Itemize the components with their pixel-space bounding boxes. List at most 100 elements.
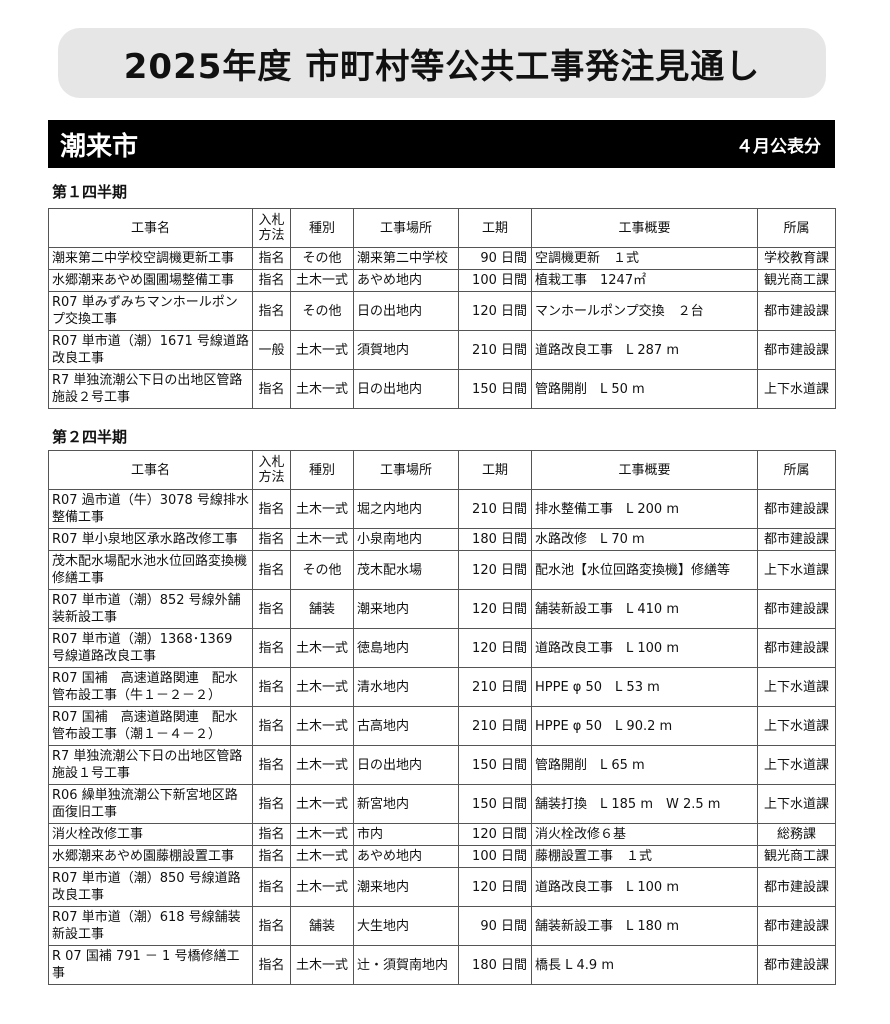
cell-summary: 空調機更新 １式 bbox=[531, 247, 758, 270]
header-location: 工事場所 bbox=[353, 450, 459, 490]
cell-period: 100 日間 bbox=[458, 269, 532, 292]
cell-category: 土木一式 bbox=[290, 784, 354, 824]
cell-period: 210 日間 bbox=[458, 489, 532, 529]
cell-location: あやめ地内 bbox=[353, 845, 459, 868]
cell-bid-method: 指名 bbox=[252, 528, 291, 551]
cell-summary: 排水整備工事 L 200 m bbox=[531, 489, 758, 529]
table-row: 茂木配水場配水池水位回路変換機修繕工事 指名 その他 茂木配水場 120 日間 配水池【水… bbox=[48, 550, 836, 590]
cell-category: 土木一式 bbox=[290, 845, 354, 868]
cell-category: 舗装 bbox=[290, 906, 354, 946]
cell-name: R07 単市道（潮）852 号線外舗装新設工事 bbox=[48, 589, 253, 629]
cell-bid-method: 指名 bbox=[252, 269, 291, 292]
cell-period: 150 日間 bbox=[458, 745, 532, 785]
table-row: R06 繰単独流潮公下新宮地区路面復旧工事 指名 土木一式 新宮地内 150 日間 舗装打… bbox=[48, 784, 836, 824]
cell-bid-method: 指名 bbox=[252, 550, 291, 590]
cell-period: 120 日間 bbox=[458, 628, 532, 668]
cell-category: 土木一式 bbox=[290, 369, 354, 409]
cell-name: R07 過市道（牛）3078 号線排水整備工事 bbox=[48, 489, 253, 529]
cell-name: R07 国補 高速道路関連 配水管布設工事（潮１－４－２） bbox=[48, 706, 253, 746]
cell-summary: 植栽工事 1247㎡ bbox=[531, 269, 758, 292]
cell-name: 潮来第二中学校空調機更新工事 bbox=[48, 247, 253, 270]
cell-summary: 舗装新設工事 L 180 m bbox=[531, 906, 758, 946]
cell-period: 120 日間 bbox=[458, 291, 532, 331]
cell-department: 都市建設課 bbox=[757, 867, 836, 907]
header-period: 工期 bbox=[458, 208, 532, 248]
cell-department: 都市建設課 bbox=[757, 906, 836, 946]
table-row: R07 単市道（潮）850 号線道路改良工事 指名 土木一式 潮来地内 120 日間 道路… bbox=[48, 867, 836, 907]
cell-location: あやめ地内 bbox=[353, 269, 459, 292]
cell-name: R07 単市道（潮）850 号線道路改良工事 bbox=[48, 867, 253, 907]
cell-department: 上下水道課 bbox=[757, 369, 836, 409]
cell-bid-method: 指名 bbox=[252, 369, 291, 409]
cell-bid-method: 指名 bbox=[252, 628, 291, 668]
cell-name: R07 単小泉地区承水路改修工事 bbox=[48, 528, 253, 551]
cell-category: 土木一式 bbox=[290, 489, 354, 529]
cell-department: 上下水道課 bbox=[757, 784, 836, 824]
cell-department: 観光商工課 bbox=[757, 845, 836, 868]
cell-period: 150 日間 bbox=[458, 369, 532, 409]
cell-location: 清水地内 bbox=[353, 667, 459, 707]
cell-name: R07 単市道（潮）618 号線舗装新設工事 bbox=[48, 906, 253, 946]
cell-period: 120 日間 bbox=[458, 823, 532, 846]
cell-period: 90 日間 bbox=[458, 247, 532, 270]
cell-department: 学校教育課 bbox=[757, 247, 836, 270]
cell-bid-method: 指名 bbox=[252, 247, 291, 270]
cell-category: 土木一式 bbox=[290, 823, 354, 846]
table-row: 潮来第二中学校空調機更新工事 指名 その他 潮来第二中学校 90 日間 空調機更新 １式学… bbox=[48, 247, 836, 270]
cell-bid-method: 一般 bbox=[252, 330, 291, 370]
cell-summary: 舗装新設工事 L 410 m bbox=[531, 589, 758, 629]
cell-department: 上下水道課 bbox=[757, 706, 836, 746]
header-bid-method: 入札方法 bbox=[252, 208, 291, 248]
cell-department: 総務課 bbox=[757, 823, 836, 846]
cell-department: 都市建設課 bbox=[757, 528, 836, 551]
cell-bid-method: 指名 bbox=[252, 945, 291, 985]
published-label: ４月公表分 bbox=[736, 136, 821, 157]
cell-bid-method: 指名 bbox=[252, 867, 291, 907]
cell-category: その他 bbox=[290, 291, 354, 331]
cell-department: 都市建設課 bbox=[757, 330, 836, 370]
table-row: R07 単市道（潮）852 号線外舗装新設工事 指名 舗装 潮来地内 120 日間 舗装新… bbox=[48, 589, 836, 629]
cell-category: 土木一式 bbox=[290, 528, 354, 551]
cell-period: 180 日間 bbox=[458, 528, 532, 551]
cell-summary: 水路改修 L 70 m bbox=[531, 528, 758, 551]
cell-location: 潮来第二中学校 bbox=[353, 247, 459, 270]
cell-bid-method: 指名 bbox=[252, 906, 291, 946]
cell-summary: 藤棚設置工事 １式 bbox=[531, 845, 758, 868]
cell-category: 土木一式 bbox=[290, 269, 354, 292]
cell-location: 潮来地内 bbox=[353, 867, 459, 907]
cell-name: R7 単独流潮公下日の出地区管路施設２号工事 bbox=[48, 369, 253, 409]
cell-name: 茂木配水場配水池水位回路変換機修繕工事 bbox=[48, 550, 253, 590]
cell-summary: 管路開削 L 50 m bbox=[531, 369, 758, 409]
cell-bid-method: 指名 bbox=[252, 745, 291, 785]
table-row: 水郷潮来あやめ園圃場整備工事 指名 土木一式 あやめ地内 100 日間 植栽工事 1247… bbox=[48, 269, 836, 292]
cell-name: R07 単市道（潮）1671 号線道路改良工事 bbox=[48, 330, 253, 370]
cell-bid-method: 指名 bbox=[252, 823, 291, 846]
section-label-q1: 第１四半期 bbox=[52, 183, 128, 201]
cell-summary: 道路改良工事 L 100 m bbox=[531, 867, 758, 907]
cell-summary: マンホールポンプ交換 ２台 bbox=[531, 291, 758, 331]
cell-department: 上下水道課 bbox=[757, 745, 836, 785]
cell-summary: 道路改良工事 L 100 m bbox=[531, 628, 758, 668]
cell-location: 堀之内地内 bbox=[353, 489, 459, 529]
header-department: 所属 bbox=[757, 450, 836, 490]
cell-bid-method: 指名 bbox=[252, 667, 291, 707]
cell-location: 辻・須賀南地内 bbox=[353, 945, 459, 985]
header-category: 種別 bbox=[290, 450, 354, 490]
table-q2: 工事名 入札方法 種別 工事場所 工期 工事概要 所属 R07 過市道（牛）3078 号線排水… bbox=[48, 450, 836, 985]
cell-category: 土木一式 bbox=[290, 745, 354, 785]
cell-period: 120 日間 bbox=[458, 589, 532, 629]
table-row: R07 過市道（牛）3078 号線排水整備工事 指名 土木一式 堀之内地内 210 日間… bbox=[48, 489, 836, 529]
table-row: R07 単みずみちマンホールポンプ交換工事 指名 その他 日の出地内 120 日間 マンホ… bbox=[48, 291, 836, 331]
cell-period: 180 日間 bbox=[458, 945, 532, 985]
cell-department: 上下水道課 bbox=[757, 550, 836, 590]
cell-location: 徳島地内 bbox=[353, 628, 459, 668]
cell-department: 都市建設課 bbox=[757, 489, 836, 529]
table-row: 水郷潮来あやめ園藤棚設置工事 指名 土木一式 あやめ地内 100 日間 藤棚設置工事 １式… bbox=[48, 845, 836, 868]
header-summary: 工事概要 bbox=[531, 208, 758, 248]
cell-name: R07 単みずみちマンホールポンプ交換工事 bbox=[48, 291, 253, 331]
cell-summary: 配水池【水位回路変換機】修繕等 bbox=[531, 550, 758, 590]
cell-name: 水郷潮来あやめ園藤棚設置工事 bbox=[48, 845, 253, 868]
cell-summary: 消火栓改修６基 bbox=[531, 823, 758, 846]
cell-department: 都市建設課 bbox=[757, 589, 836, 629]
cell-category: 土木一式 bbox=[290, 945, 354, 985]
